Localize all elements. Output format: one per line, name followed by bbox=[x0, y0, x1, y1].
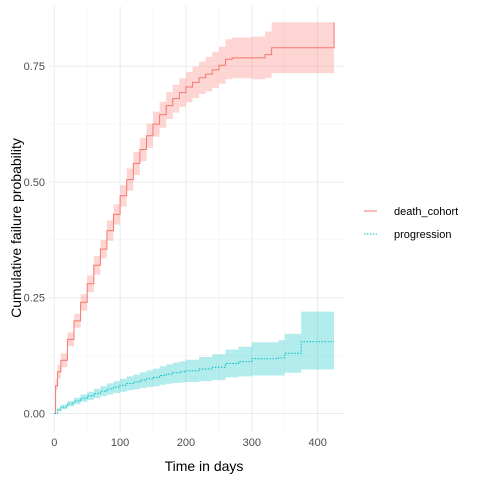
x-axis-title: Time in days bbox=[165, 458, 244, 474]
death_cohort-line bbox=[54, 22, 335, 414]
y-tick-label: 0.25 bbox=[24, 293, 45, 305]
y-tick-label: 0.75 bbox=[24, 61, 45, 73]
x-tick-label: 300 bbox=[243, 437, 261, 449]
legend-label: progression bbox=[394, 229, 451, 241]
legend-key-progression bbox=[362, 226, 379, 243]
y-axis-title: Cumulative failure probability bbox=[8, 138, 24, 318]
death_cohort-confidence-band bbox=[54, 22, 335, 414]
y-axis-ticks: 0.00 0.25 0.50 0.75 bbox=[24, 61, 45, 420]
x-tick-label: 200 bbox=[177, 437, 195, 449]
progression-line bbox=[54, 341, 335, 414]
legend-key-death_cohort bbox=[362, 203, 379, 220]
legend: death_cohort progression bbox=[362, 203, 458, 243]
x-tick-label: 400 bbox=[308, 437, 326, 449]
x-axis-ticks: 0 100 200 300 400 bbox=[51, 437, 327, 449]
grid bbox=[49, 6, 344, 432]
series-lines bbox=[54, 22, 335, 414]
confidence-bands bbox=[54, 22, 335, 414]
x-tick-label: 0 bbox=[51, 437, 57, 449]
progression-confidence-band bbox=[54, 311, 335, 414]
y-tick-label: 0.00 bbox=[24, 408, 45, 420]
y-tick-label: 0.50 bbox=[24, 177, 45, 189]
x-tick-label: 100 bbox=[111, 437, 129, 449]
legend-label: death_cohort bbox=[394, 206, 458, 218]
